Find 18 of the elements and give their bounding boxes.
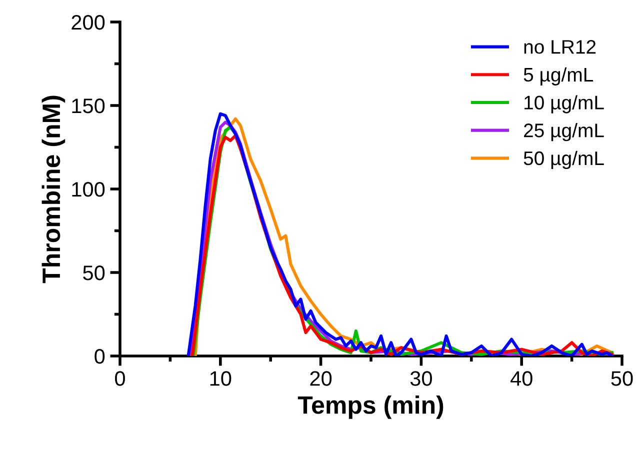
y-tick-label: 200 bbox=[72, 15, 105, 30]
y-tick-label: 50 bbox=[83, 266, 105, 280]
y-tick-label: 100 bbox=[72, 182, 105, 197]
x-tick-label: 50 bbox=[611, 371, 633, 386]
legend-label: 10 µg/mL bbox=[524, 95, 604, 114]
x-tick-label: 30 bbox=[410, 371, 432, 386]
x-tick-label: 20 bbox=[310, 371, 332, 386]
x-tick-label: 40 bbox=[510, 371, 532, 386]
legend-label: 50 µg/mL bbox=[524, 150, 604, 170]
y-tick-label: 150 bbox=[72, 98, 105, 114]
legend-label: 25 µg/mL bbox=[524, 123, 604, 142]
x-tick-label: 0 bbox=[115, 371, 125, 386]
y-axis-title: Thrombine (nM) bbox=[42, 96, 66, 284]
legend-label: no LR12 bbox=[524, 40, 596, 54]
legend-label: 5 µg/mL bbox=[524, 67, 594, 86]
y-tick-label: 0 bbox=[94, 349, 105, 364]
x-tick-label: 10 bbox=[210, 371, 232, 386]
x-axis-title: Temps (min) bbox=[298, 396, 444, 419]
